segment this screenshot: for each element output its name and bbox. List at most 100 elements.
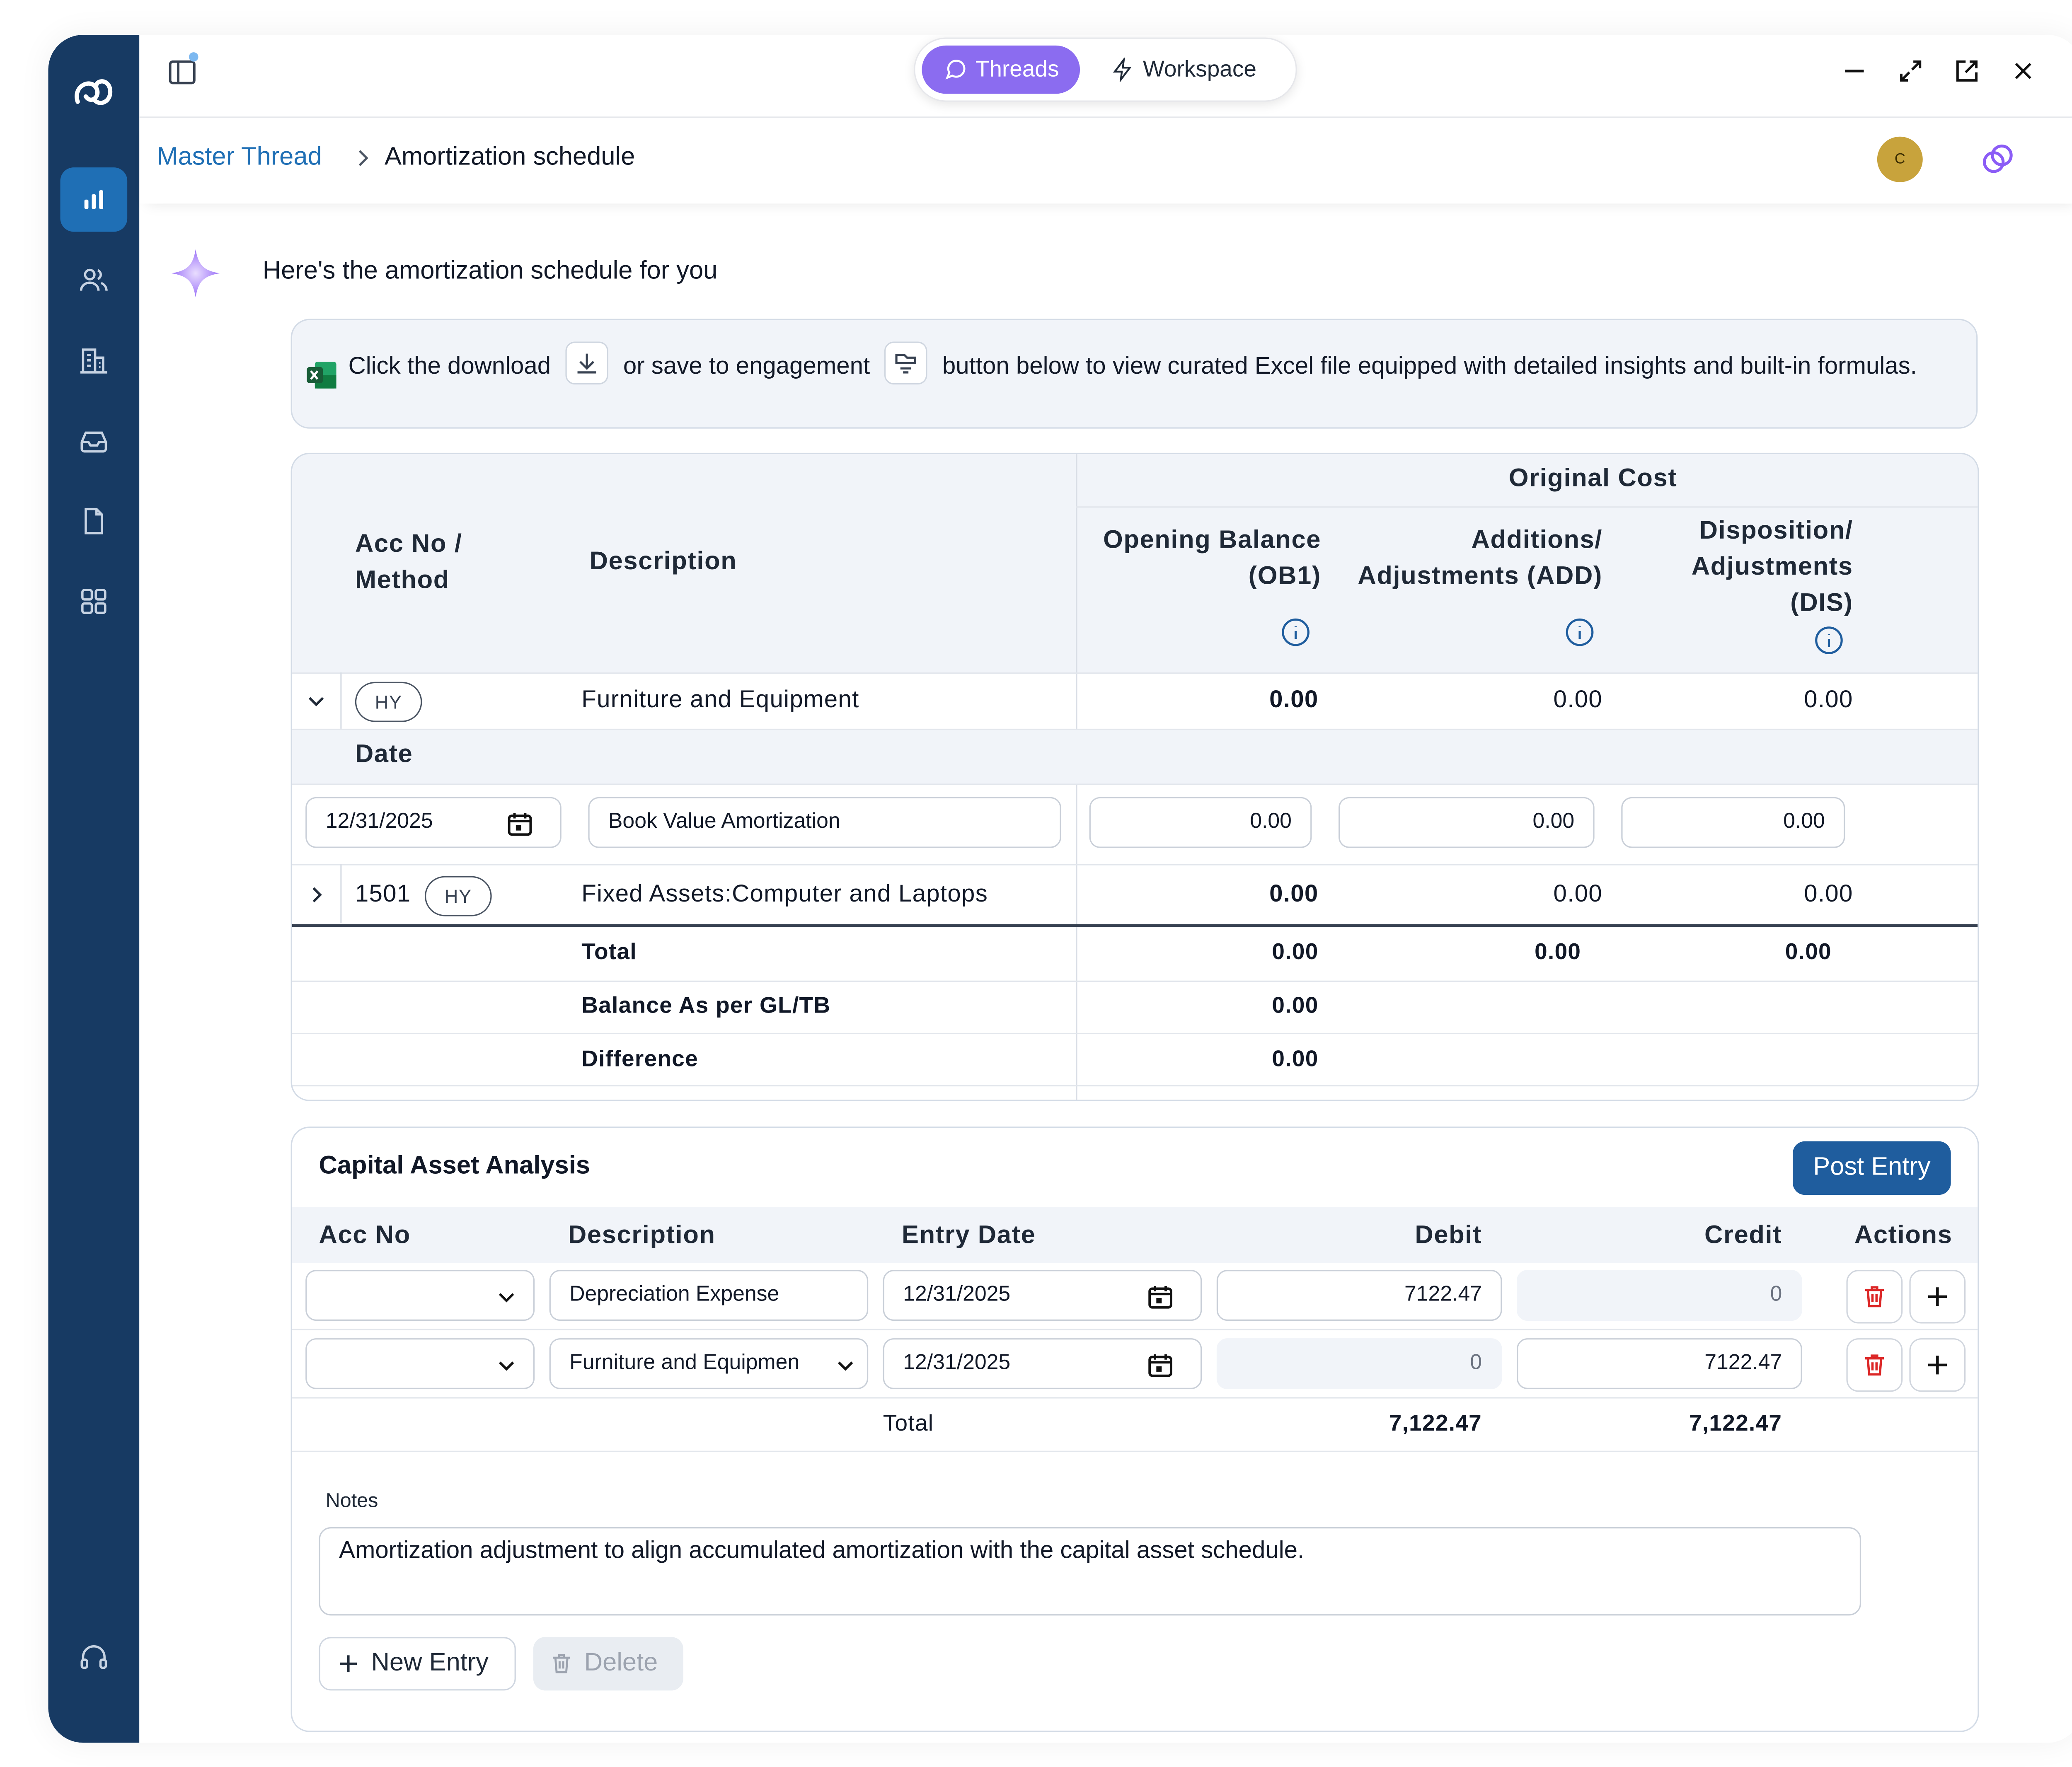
row2-opening-balance: 0.00 [1269,880,1319,907]
total-divider [292,924,1978,927]
info-icon[interactable] [1814,626,1844,655]
entry-description-input[interactable]: Book Value Amortization [588,797,1061,848]
info-text-part1: Click the download [348,352,551,380]
delete-label: Delete [584,1649,658,1678]
credit-input[interactable]: 7122.47 [1517,1338,1802,1389]
sidebar-item-support[interactable] [60,1625,127,1689]
breadcrumb: Master Thread Amortization schedule C [139,118,2072,204]
notes-label: Notes [325,1489,378,1513]
users-icon [80,268,108,291]
tab-workspace[interactable]: Workspace [1089,46,1278,94]
col-debit: Debit [1415,1221,1482,1250]
entry-dis-value: 0.00 [1783,810,1825,834]
notes-value: Amortization adjustment to align accumul… [339,1536,1305,1564]
entry-additions-input[interactable]: 0.00 [1339,797,1595,848]
delete-row-button[interactable] [1846,1338,1903,1392]
row-divider [292,1032,1978,1035]
notes-textarea[interactable]: Amortization adjustment to align accumul… [319,1527,1861,1616]
main-area: Threads Workspace Master Threa [139,35,2072,1743]
col-description: Description [568,1221,716,1250]
avatar-initial: C [1894,151,1905,168]
calendar-icon[interactable] [506,810,533,837]
credit-input[interactable]: 0 [1517,1270,1802,1321]
sidebar-item-apps[interactable] [60,569,127,633]
tab-threads[interactable]: Threads [922,45,1081,94]
delete-row-button[interactable] [1846,1270,1903,1324]
download-button[interactable] [565,341,609,384]
row-divider [292,1329,1978,1330]
close-button[interactable] [2006,53,2041,88]
sidebar-item-companies[interactable] [60,328,127,392]
expand-button[interactable] [1893,53,1928,88]
entry-opening-balance-input[interactable]: 0.00 [1089,797,1312,848]
capital-asset-analysis: Capital Asset Analysis Post Entry Acc No… [290,1126,1979,1732]
sidebar-toggle-icon[interactable] [166,56,198,89]
info-icon[interactable] [1565,618,1594,647]
analysis-total-credit: 7,122.47 [1689,1410,1782,1436]
row-divider [292,980,1978,982]
chat-bubble-icon [945,60,966,80]
link-rings-icon[interactable] [1979,140,2017,178]
col-opening-balance: Opening Balance (OB1) [1103,526,1322,591]
debit-input[interactable]: 7122.47 [1216,1270,1502,1321]
sidebar-item-analytics[interactable] [60,167,128,232]
entry-date-input[interactable]: 12/31/2025 [883,1270,1202,1321]
info-text: Click the download or save to engagement… [349,341,1929,384]
plus-icon [1928,1356,1947,1375]
col-description: Description [589,548,737,576]
difference-label: Difference [581,1046,699,1072]
row2-additions: 0.00 [1553,880,1603,907]
open-external-button[interactable] [1949,53,1984,88]
acc-no-select[interactable] [305,1338,535,1389]
add-row-button[interactable] [1909,1338,1966,1392]
add-row-button[interactable] [1909,1270,1966,1324]
calendar-icon[interactable] [1147,1351,1174,1378]
expand-icon [1900,60,1922,82]
sidebar-item-documents[interactable] [60,489,127,553]
calendar-icon[interactable] [1147,1284,1174,1310]
acc-no-select[interactable] [305,1270,535,1321]
delete-button[interactable]: Delete [533,1637,683,1691]
entry-add-value: 0.00 [1532,810,1575,834]
description-select[interactable]: Furniture and Equipmen [549,1338,869,1389]
building-icon [80,348,107,374]
chevron-right-icon[interactable] [305,884,327,906]
chevron-down-icon[interactable] [305,690,327,711]
debit-input[interactable]: 0 [1216,1338,1502,1389]
top-bar: Threads Workspace [139,35,2072,118]
col-actions: Actions [1854,1221,1953,1250]
chevron-down-icon [499,1361,514,1371]
trash-icon [1865,1286,1884,1308]
entry-date-input[interactable]: 12/31/2025 [883,1338,1202,1389]
sidebar-item-inbox[interactable] [60,409,127,473]
entry-date-value: 12/31/2025 [903,1351,1011,1375]
info-icon[interactable] [1281,618,1310,647]
row-divider [292,1397,1978,1399]
save-to-engagement-button[interactable] [884,341,928,384]
chart-icon [84,190,103,209]
minimize-button[interactable] [1837,53,1872,88]
row1-description: Furniture and Equipment [581,686,859,713]
breadcrumb-parent-link[interactable]: Master Thread [157,143,322,172]
entry-disposition-input[interactable]: 0.00 [1621,797,1845,848]
description-input[interactable]: Depreciation Expense [549,1270,869,1321]
info-text-part3: button below to view curated Excel file … [942,352,1917,380]
gl-balance-label: Balance As per GL/TB [581,992,831,1018]
download-info-box: Click the download or save to engagement… [290,319,1978,429]
post-entry-button[interactable]: Post Entry [1793,1141,1951,1195]
bolt-icon [1113,58,1132,82]
avatar[interactable]: C [1877,136,1923,182]
minimize-icon [1845,70,1864,73]
new-entry-button[interactable]: New Entry [319,1637,516,1691]
info-text-part2: or save to engagement [623,352,870,380]
tab-workspace-label: Workspace [1143,56,1256,82]
row2-acc-no: 1501 [355,880,411,907]
sidebar-item-users[interactable] [60,248,127,312]
chevron-down-icon [499,1293,514,1303]
trash-icon [553,1654,570,1673]
row1-additions: 0.00 [1553,686,1603,713]
col-disposition: Disposition/ Adjustments (DIS) [1691,517,1853,618]
logo-icon[interactable] [67,67,121,121]
entry-date-input[interactable]: 12/31/2025 [305,797,562,848]
total-opening-balance: 0.00 [1272,939,1319,964]
